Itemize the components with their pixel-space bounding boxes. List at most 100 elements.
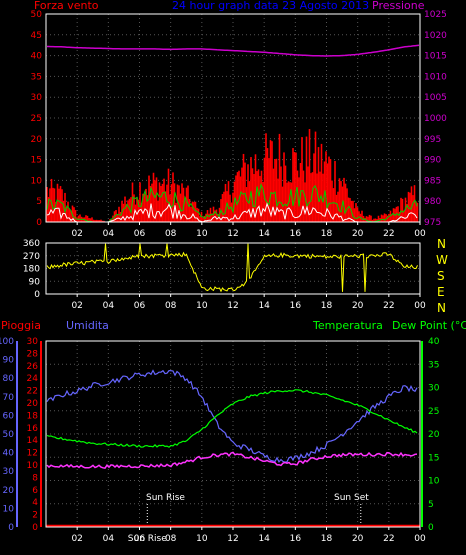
sun-rise-x-label: Sun Rise — [128, 534, 167, 544]
chart-title: 24 hour graph data 23 Agosto 2013 — [172, 0, 369, 12]
humidity-title: Umidita — [66, 319, 109, 332]
temperature-y-tick-label: 35 — [428, 360, 439, 370]
wind-x-tick-label: 16 — [290, 229, 302, 239]
humidity-y-tick-label: 50 — [3, 430, 15, 440]
temperature-y-tick-label: 40 — [428, 337, 440, 347]
dewpoint-line — [46, 451, 418, 470]
rain-y-tick-label: 14 — [27, 436, 39, 446]
direction-letter-e: E — [437, 285, 445, 299]
rain-y-tick-label: 22 — [27, 387, 38, 397]
wind-x-tick-label: 04 — [103, 229, 115, 239]
rain-title: Pioggia — [1, 319, 41, 332]
rain-y-tick-label: 28 — [27, 349, 39, 359]
direction-x-tick-label: 06 — [134, 301, 146, 311]
temperature-title: Temperatura — [312, 319, 383, 332]
wind-x-tick-label: 18 — [321, 229, 333, 239]
rain-y-tick-label: 12 — [27, 449, 38, 459]
pressure-y-tick-label: 1000 — [424, 114, 447, 124]
humidity-line — [46, 369, 418, 463]
wind-x-tick-label: 14 — [258, 229, 270, 239]
humidity-y-tick-label: 60 — [3, 411, 15, 421]
direction-letter-w: W — [436, 253, 448, 267]
rain-y-tick-label: 20 — [27, 399, 39, 409]
temperature-y-tick-label: 10 — [428, 477, 440, 487]
pressure-y-tick-label: 1025 — [424, 10, 447, 20]
pressure-line — [47, 44, 420, 57]
temperature-y-tick-label: 5 — [428, 500, 434, 510]
wind-y-tick-label: 0 — [36, 218, 42, 228]
direction-y-tick-label: 90 — [29, 277, 41, 287]
wind-y-tick-label: 45 — [31, 31, 42, 41]
bottom-x-tick-label: 18 — [321, 534, 333, 544]
rain-y-tick-label: 10 — [27, 461, 39, 471]
direction-letter-n-top: N — [437, 237, 446, 251]
wind-y-tick-label: 50 — [31, 10, 43, 20]
wind-x-tick-label: 12 — [227, 229, 238, 239]
wind-y-tick-label: 5 — [36, 197, 42, 207]
bottom-x-tick-label: 12 — [227, 534, 238, 544]
rain-y-tick-label: 30 — [27, 337, 39, 347]
pressure-y-tick-label: 1020 — [424, 31, 447, 41]
direction-x-tick-label: 10 — [196, 301, 208, 311]
bottom-x-tick-label: 20 — [352, 534, 364, 544]
humidity-y-tick-label: 90 — [3, 356, 15, 366]
direction-x-tick-label: 12 — [227, 301, 238, 311]
rain-y-tick-label: 4 — [32, 498, 38, 508]
humidity-y-tick-label: 70 — [3, 393, 15, 403]
direction-x-tick-label: 04 — [103, 301, 115, 311]
temperature-y-tick-label: 30 — [428, 384, 440, 394]
pressure-y-tick-label: 985 — [424, 176, 441, 186]
dewpoint-title: Dew Point (°C) — [392, 319, 466, 332]
pressure-title: Pressione — [372, 0, 425, 12]
wind-y-tick-label: 10 — [31, 176, 43, 186]
direction-x-tick-label: 08 — [165, 301, 177, 311]
direction-y-tick-label: 270 — [23, 252, 40, 262]
bottom-x-tick-label: 14 — [258, 534, 270, 544]
rain-y-tick-label: 18 — [27, 411, 39, 421]
direction-line — [46, 243, 418, 293]
direction-x-tick-label: 14 — [258, 301, 270, 311]
wind-x-tick-label: 10 — [196, 229, 208, 239]
humidity-y-tick-label: 30 — [3, 467, 15, 477]
humidity-y-tick-label: 100 — [0, 337, 14, 347]
direction-letter-s: S — [437, 269, 445, 283]
direction-x-tick-label: 18 — [321, 301, 333, 311]
temperature-y-tick-label: 20 — [428, 430, 440, 440]
bottom-x-tick-label: 04 — [103, 534, 115, 544]
wind-x-tick-label: 02 — [71, 229, 82, 239]
rain-y-tick-label: 8 — [32, 473, 38, 483]
wind-x-tick-label: 20 — [352, 229, 364, 239]
rain-y-tick-label: 6 — [32, 486, 38, 496]
direction-y-tick-label: 180 — [23, 265, 40, 275]
rain-y-tick-label: 16 — [27, 424, 39, 434]
temperature-y-tick-label: 15 — [428, 453, 439, 463]
wind-x-tick-label: 22 — [383, 229, 394, 239]
rain-y-tick-label: 26 — [27, 362, 39, 372]
pressure-y-tick-label: 1015 — [424, 52, 447, 62]
wind-x-tick-label: 08 — [165, 229, 177, 239]
humidity-y-tick-label: 40 — [3, 449, 15, 459]
wind-y-tick-label: 35 — [31, 72, 42, 82]
wind-x-tick-label: 00 — [414, 229, 426, 239]
wind-y-tick-label: 20 — [31, 135, 43, 145]
sun-set-label: Sun Set — [334, 493, 369, 503]
bottom-x-tick-label: 00 — [414, 534, 426, 544]
temperature-y-tick-label: 0 — [428, 523, 434, 533]
bottom-x-tick-label: 22 — [383, 534, 394, 544]
wind-y-tick-label: 40 — [31, 52, 43, 62]
bottom-x-tick-label: 02 — [71, 534, 82, 544]
pressure-y-tick-label: 975 — [424, 218, 441, 228]
pressure-y-tick-label: 980 — [424, 197, 441, 207]
bottom-x-tick-label: 08 — [165, 534, 177, 544]
direction-x-tick-label: 02 — [71, 301, 82, 311]
wind-y-tick-label: 15 — [31, 156, 42, 166]
direction-x-tick-label: 22 — [383, 301, 394, 311]
wind-y-tick-label: 30 — [31, 93, 43, 103]
rain-y-tick-label: 2 — [32, 511, 38, 521]
rain-y-tick-label: 24 — [27, 374, 39, 384]
humidity-y-tick-label: 0 — [8, 523, 14, 533]
bottom-x-tick-label: 06 — [134, 534, 146, 544]
direction-x-tick-label: 16 — [290, 301, 302, 311]
temperature-line — [46, 389, 418, 448]
